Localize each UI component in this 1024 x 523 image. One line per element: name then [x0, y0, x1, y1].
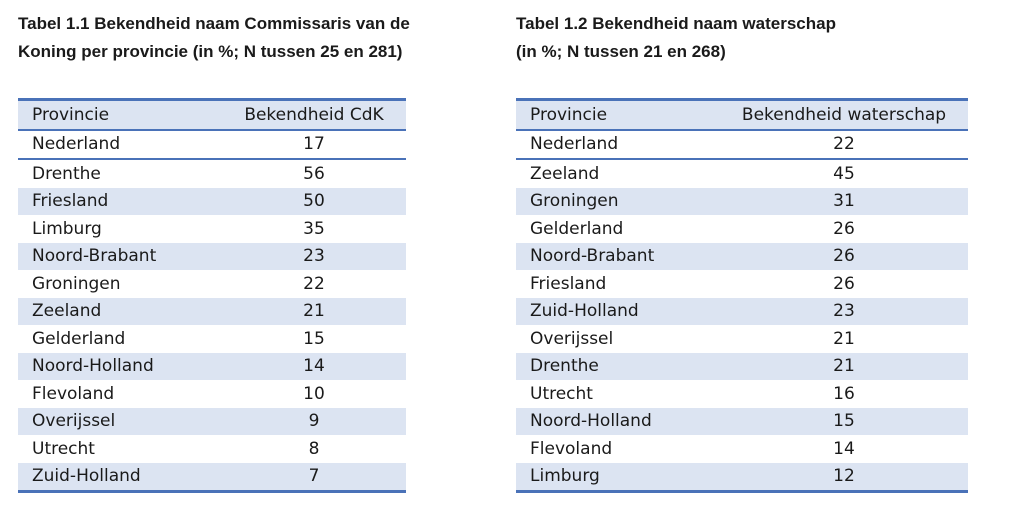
province-cell: Utrecht	[530, 383, 593, 404]
value-cell: 15	[833, 411, 855, 432]
caption-line-2: (in %; N tussen 21 en 268)	[516, 42, 726, 61]
value-cell: 12	[833, 466, 855, 487]
caption-line-1: Tabel 1.1 Bekendheid naam Commissaris va…	[18, 14, 410, 33]
value-cell: 21	[833, 328, 855, 349]
table-row: Utrecht 16	[516, 380, 968, 408]
province-cell: Gelderland	[32, 328, 126, 349]
province-cell: Friesland	[530, 273, 607, 294]
cdk-table: Provincie Bekendheid CdK Nederland 17 Dr…	[18, 98, 406, 493]
province-cell: Flevoland	[32, 383, 115, 404]
province-cell: Limburg	[32, 218, 102, 239]
table-row: Gelderland 15	[18, 325, 406, 353]
province-cell: Zeeland	[530, 163, 600, 184]
province-cell: Overijssel	[32, 411, 116, 432]
table-row: Zeeland 45	[516, 159, 968, 188]
value-cell: 17	[303, 134, 325, 155]
table-body: Nederland 17 Drenthe 56 Friesland 50 Lim…	[18, 130, 406, 492]
value-cell: 8	[308, 438, 320, 459]
value-cell: 23	[833, 301, 855, 322]
value-cell: 45	[833, 163, 855, 184]
province-cell: Drenthe	[32, 163, 101, 184]
value-cell: 23	[303, 246, 325, 267]
table-row: Drenthe 56	[18, 159, 406, 188]
table-row: Friesland 26	[516, 270, 968, 298]
value-cell: 50	[303, 191, 325, 212]
table-header-row: Provincie Bekendheid waterschap	[516, 99, 968, 130]
province-cell: Zuid-Holland	[530, 301, 639, 322]
table-row: Zuid-Holland 7	[18, 462, 406, 492]
province-cell: Gelderland	[530, 218, 624, 239]
value-cell: 26	[833, 246, 855, 267]
table-caption: Tabel 1.1 Bekendheid naam Commissaris va…	[18, 10, 410, 66]
province-cell: Groningen	[32, 273, 121, 294]
table-row: Groningen 22	[18, 270, 406, 298]
value-cell: 26	[833, 218, 855, 239]
table-row: Groningen 31	[516, 187, 968, 215]
table-row: Noord-Holland 14	[18, 352, 406, 380]
value-cell: 35	[303, 218, 325, 239]
table-row: Zuid-Holland 23	[516, 297, 968, 325]
header-value: Bekendheid waterschap	[741, 104, 947, 125]
table-row: Drenthe 21	[516, 352, 968, 380]
table-row: Noord-Brabant 26	[516, 242, 968, 270]
value-cell: 31	[833, 191, 855, 212]
value-cell: 56	[303, 163, 325, 184]
table-row: Overijssel 21	[516, 325, 968, 353]
header-province: Provincie	[530, 104, 608, 125]
table-header-row: Provincie Bekendheid CdK	[18, 99, 406, 130]
value-cell: 10	[303, 383, 325, 404]
province-cell: Groningen	[530, 191, 619, 212]
caption-line-1: Tabel 1.2 Bekendheid naam waterschap	[516, 14, 836, 33]
table-row-national: Nederland 22	[516, 130, 968, 159]
province-cell: Noord-Brabant	[32, 246, 157, 267]
value-cell: 26	[833, 273, 855, 294]
table-row: Flevoland 10	[18, 380, 406, 408]
table-row: Flevoland 14	[516, 435, 968, 463]
province-cell: Overijssel	[530, 328, 614, 349]
header-province: Provincie	[32, 104, 110, 125]
table-row: Friesland 50	[18, 187, 406, 215]
value-cell: 14	[303, 356, 325, 377]
value-cell: 16	[833, 383, 855, 404]
value-cell: 7	[308, 466, 320, 487]
table-row: Overijssel 9	[18, 407, 406, 435]
province-cell: Zeeland	[32, 301, 102, 322]
value-cell: 14	[833, 438, 855, 459]
province-cell: Limburg	[530, 466, 600, 487]
province-cell: Drenthe	[530, 356, 599, 377]
table-row: Limburg 12	[516, 462, 968, 492]
waterschap-table: Provincie Bekendheid waterschap Nederlan…	[516, 98, 968, 493]
value-cell: 22	[833, 134, 855, 155]
table-row: Noord-Holland 15	[516, 407, 968, 435]
province-cell: Zuid-Holland	[32, 466, 141, 487]
value-cell: 21	[833, 356, 855, 377]
table-row-national: Nederland 17	[18, 130, 406, 159]
table-body: Nederland 22 Zeeland 45 Groningen 31 Gel…	[516, 130, 968, 492]
province-cell: Noord-Holland	[32, 356, 154, 377]
table-row: Gelderland 26	[516, 215, 968, 243]
province-cell: Nederland	[530, 134, 619, 155]
header-value: Bekendheid CdK	[244, 104, 384, 125]
province-cell: Noord-Brabant	[530, 246, 655, 267]
table-row: Noord-Brabant 23	[18, 242, 406, 270]
value-cell: 15	[303, 328, 325, 349]
province-cell: Nederland	[32, 134, 121, 155]
value-cell: 9	[308, 411, 320, 432]
province-cell: Noord-Holland	[530, 411, 652, 432]
table-caption: Tabel 1.2 Bekendheid naam waterschap (in…	[516, 10, 836, 66]
value-cell: 22	[303, 273, 325, 294]
table-row: Zeeland 21	[18, 297, 406, 325]
province-cell: Friesland	[32, 191, 109, 212]
caption-line-2: Koning per provincie (in %; N tussen 25 …	[18, 42, 403, 61]
value-cell: 21	[303, 301, 325, 322]
table-row: Utrecht 8	[18, 435, 406, 463]
province-cell: Utrecht	[32, 438, 95, 459]
province-cell: Flevoland	[530, 438, 613, 459]
table-row: Limburg 35	[18, 215, 406, 243]
